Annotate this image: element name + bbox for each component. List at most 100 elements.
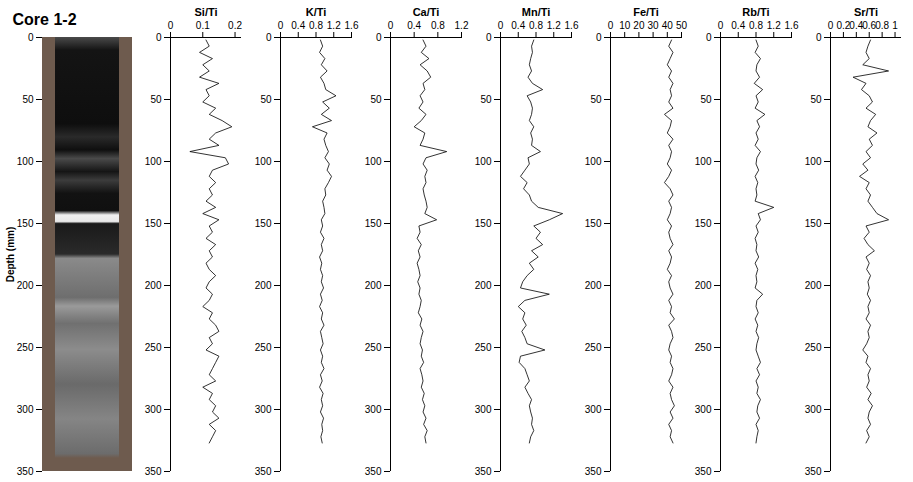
svg-text:0: 0 — [28, 32, 34, 43]
svg-text:250: 250 — [475, 342, 492, 353]
svg-text:0: 0 — [816, 32, 822, 43]
svg-text:200: 200 — [805, 280, 822, 291]
svg-text:50: 50 — [676, 20, 688, 31]
svg-text:0: 0 — [706, 32, 712, 43]
svg-text:0: 0 — [608, 20, 614, 31]
svg-text:50: 50 — [260, 94, 272, 105]
svg-text:0.4: 0.4 — [731, 20, 745, 31]
svg-text:0.8: 0.8 — [309, 20, 323, 31]
svg-text:250: 250 — [585, 342, 602, 353]
svg-text:300: 300 — [255, 404, 272, 415]
svg-text:250: 250 — [145, 342, 162, 353]
svg-text:0: 0 — [828, 20, 834, 31]
svg-text:150: 150 — [695, 218, 712, 229]
svg-text:50: 50 — [22, 94, 34, 105]
svg-text:20: 20 — [633, 20, 645, 31]
svg-text:150: 150 — [585, 218, 602, 229]
svg-text:350: 350 — [805, 466, 822, 477]
svg-text:100: 100 — [145, 156, 162, 167]
svg-text:50: 50 — [370, 94, 382, 105]
svg-text:0.8: 0.8 — [875, 20, 889, 31]
svg-text:350: 350 — [17, 466, 34, 477]
svg-text:350: 350 — [695, 466, 712, 477]
svg-text:150: 150 — [805, 218, 822, 229]
svg-text:150: 150 — [17, 218, 34, 229]
svg-text:300: 300 — [475, 404, 492, 415]
svg-text:150: 150 — [365, 218, 382, 229]
svg-text:0: 0 — [596, 32, 602, 43]
svg-text:0.4: 0.4 — [407, 20, 421, 31]
svg-text:200: 200 — [17, 280, 34, 291]
svg-text:1.2: 1.2 — [767, 20, 781, 31]
svg-text:0: 0 — [156, 32, 162, 43]
svg-text:0.2: 0.2 — [228, 20, 242, 31]
svg-text:50: 50 — [590, 94, 602, 105]
svg-text:350: 350 — [365, 466, 382, 477]
svg-text:250: 250 — [365, 342, 382, 353]
svg-text:200: 200 — [475, 280, 492, 291]
svg-text:0.4: 0.4 — [511, 20, 525, 31]
svg-text:350: 350 — [255, 466, 272, 477]
svg-text:200: 200 — [365, 280, 382, 291]
svg-text:100: 100 — [255, 156, 272, 167]
svg-text:1.2: 1.2 — [455, 20, 469, 31]
svg-text:Core 1-2: Core 1-2 — [13, 11, 77, 28]
svg-text:0: 0 — [168, 20, 174, 31]
svg-text:0.4: 0.4 — [291, 20, 305, 31]
svg-text:100: 100 — [585, 156, 602, 167]
svg-text:0: 0 — [718, 20, 724, 31]
svg-text:Depth (mm): Depth (mm) — [5, 227, 16, 283]
svg-text:10: 10 — [619, 20, 631, 31]
svg-text:300: 300 — [17, 404, 34, 415]
svg-text:0: 0 — [486, 32, 492, 43]
svg-text:Ca/Ti: Ca/Ti — [413, 6, 440, 18]
svg-text:1.6: 1.6 — [565, 20, 579, 31]
svg-text:200: 200 — [695, 280, 712, 291]
svg-text:Mn/Ti: Mn/Ti — [522, 6, 551, 18]
svg-text:100: 100 — [17, 156, 34, 167]
svg-text:1.2: 1.2 — [327, 20, 341, 31]
svg-text:50: 50 — [480, 94, 492, 105]
svg-text:0: 0 — [388, 20, 394, 31]
svg-text:0: 0 — [278, 20, 284, 31]
svg-text:100: 100 — [475, 156, 492, 167]
svg-text:K/Ti: K/Ti — [306, 6, 327, 18]
svg-text:200: 200 — [585, 280, 602, 291]
svg-text:1: 1 — [892, 20, 898, 31]
svg-text:150: 150 — [145, 218, 162, 229]
svg-text:300: 300 — [145, 404, 162, 415]
svg-text:Sr/Ti: Sr/Ti — [854, 6, 878, 18]
svg-text:30: 30 — [648, 20, 660, 31]
svg-text:0: 0 — [376, 32, 382, 43]
svg-text:50: 50 — [700, 94, 712, 105]
svg-text:Fe/Ti: Fe/Ti — [633, 6, 658, 18]
svg-text:200: 200 — [145, 280, 162, 291]
svg-text:350: 350 — [475, 466, 492, 477]
svg-text:0: 0 — [498, 20, 504, 31]
svg-text:250: 250 — [17, 342, 34, 353]
svg-text:250: 250 — [255, 342, 272, 353]
svg-text:0.8: 0.8 — [749, 20, 763, 31]
svg-text:50: 50 — [150, 94, 162, 105]
svg-text:50: 50 — [810, 94, 822, 105]
svg-text:300: 300 — [585, 404, 602, 415]
svg-text:100: 100 — [805, 156, 822, 167]
svg-text:100: 100 — [365, 156, 382, 167]
svg-text:300: 300 — [695, 404, 712, 415]
svg-text:0.1: 0.1 — [196, 20, 210, 31]
svg-text:100: 100 — [695, 156, 712, 167]
svg-text:300: 300 — [365, 404, 382, 415]
svg-text:Si/Ti: Si/Ti — [194, 6, 217, 18]
svg-text:300: 300 — [805, 404, 822, 415]
svg-text:Rb/Ti: Rb/Ti — [742, 6, 769, 18]
svg-text:250: 250 — [805, 342, 822, 353]
svg-text:350: 350 — [585, 466, 602, 477]
svg-text:0.8: 0.8 — [431, 20, 445, 31]
svg-text:1.6: 1.6 — [345, 20, 359, 31]
svg-text:0: 0 — [266, 32, 272, 43]
svg-text:250: 250 — [695, 342, 712, 353]
svg-text:350: 350 — [145, 466, 162, 477]
svg-text:0.8: 0.8 — [529, 20, 543, 31]
svg-text:150: 150 — [475, 218, 492, 229]
svg-text:200: 200 — [255, 280, 272, 291]
